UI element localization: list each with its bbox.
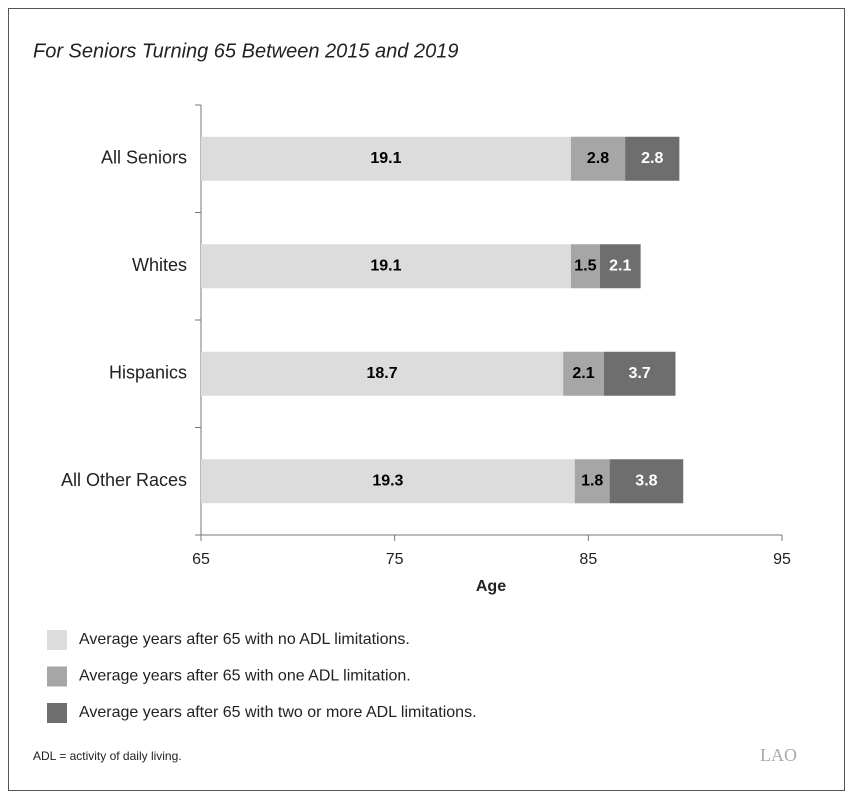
y-tick-label: Hispanics: [109, 363, 187, 383]
data-label: 3.7: [629, 365, 651, 382]
legend-label: Average years after 65 with two or more …: [79, 704, 477, 721]
x-tick-label: 75: [386, 551, 404, 568]
data-label: 19.1: [370, 150, 401, 167]
x-tick-label: 95: [773, 551, 791, 568]
chart-title: For Seniors Turning 65 Between 2015 and …: [33, 40, 458, 62]
y-tick-label: All Seniors: [101, 148, 187, 168]
bar-segment: [609, 459, 684, 504]
bar-segment: [574, 459, 610, 504]
logo: LAO: [760, 745, 797, 765]
bar-segment: [201, 136, 571, 181]
x-tick-label: 85: [579, 551, 597, 568]
legend-label: Average years after 65 with one ADL limi…: [79, 668, 411, 685]
data-label: 18.7: [367, 365, 398, 382]
legend-swatch: [47, 666, 67, 687]
data-label: 1.8: [581, 472, 603, 489]
bar-segment: [201, 351, 564, 396]
x-tick-label: 65: [192, 551, 210, 568]
data-label: 2.8: [587, 150, 609, 167]
bar-segment: [201, 459, 575, 504]
bar-segment: [570, 244, 600, 289]
data-label: 2.1: [572, 365, 594, 382]
data-label: 1.5: [574, 257, 596, 274]
bar-segment: [625, 136, 680, 181]
note: ADL = activity of daily living.: [33, 749, 182, 763]
legend-label: Average years after 65 with no ADL limit…: [79, 631, 410, 648]
bar-segment: [599, 244, 641, 289]
bar-segment: [201, 244, 571, 289]
bar-segment: [570, 136, 626, 181]
data-label: 19.1: [370, 257, 401, 274]
data-label: 3.8: [635, 472, 657, 489]
bar-segment: [603, 351, 676, 396]
legend-swatch: [47, 703, 67, 723]
data-label: 2.1: [609, 257, 631, 274]
x-axis-label: Age: [476, 578, 506, 595]
data-label: 19.3: [372, 472, 403, 489]
bar-segment: [563, 351, 604, 396]
y-tick-label: All Other Races: [61, 470, 187, 490]
legend-swatch: [47, 630, 67, 650]
data-label: 2.8: [641, 150, 663, 167]
y-tick-label: Whites: [132, 255, 187, 275]
